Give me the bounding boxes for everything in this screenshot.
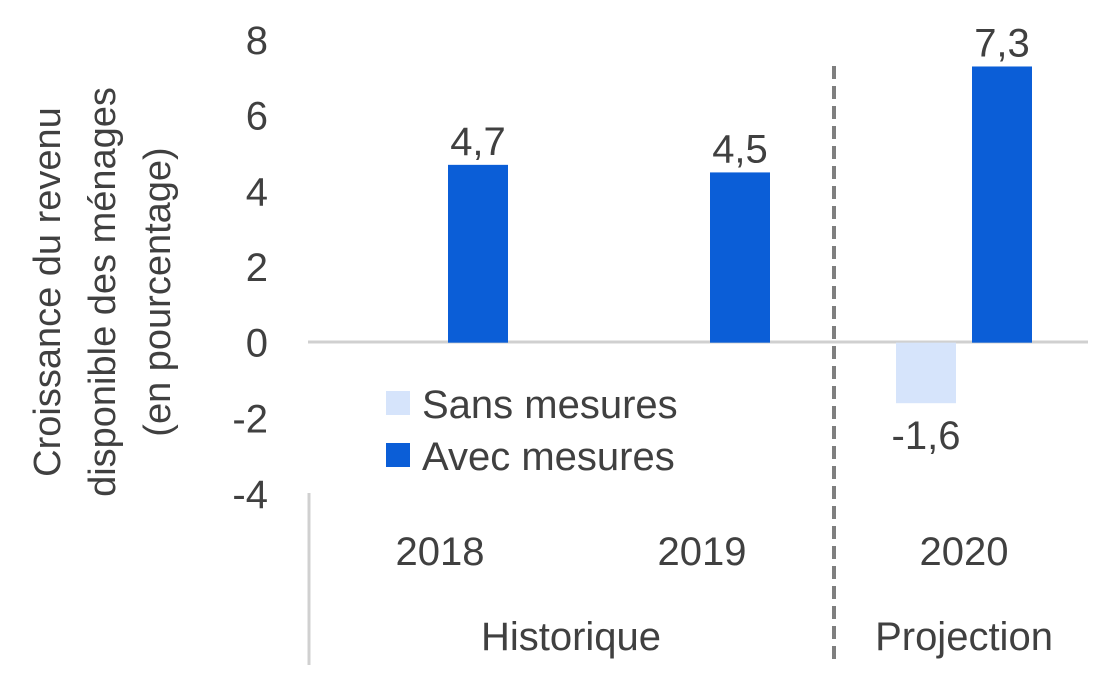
y-axis-title: Croissance du revenu disponible des ména… — [27, 87, 179, 497]
data-labels: -1,6 4,7 4,5 7,3 — [450, 21, 1030, 458]
x-category-label: 2018 — [396, 530, 485, 574]
legend-swatch-avec-mesures — [386, 443, 410, 467]
data-label: 7,3 — [974, 21, 1030, 65]
y-tick-label: 6 — [246, 95, 268, 139]
x-category-label: 2019 — [658, 530, 747, 574]
y-tick-label: -4 — [232, 473, 268, 517]
y-tick-label: 4 — [246, 170, 268, 214]
legend-label-avec-mesures: Avec mesures — [422, 435, 675, 479]
legend: Sans mesures Avec mesures — [386, 383, 678, 479]
legend-label-sans-mesures: Sans mesures — [422, 383, 678, 427]
bar-avec-mesures-2019 — [710, 172, 770, 343]
y-tick-label: 0 — [246, 322, 268, 366]
y-axis-title-line-1: Croissance du revenu — [27, 107, 69, 477]
x-group-label: Historique — [481, 615, 661, 659]
y-tick-label: -2 — [232, 397, 268, 441]
y-tick-label: 8 — [246, 19, 268, 63]
bars — [448, 66, 1032, 404]
bar-avec-mesures-2018 — [448, 164, 508, 343]
x-group-label: Projection — [875, 615, 1053, 659]
y-axis-title-line-2: disponible des ménages — [82, 87, 124, 497]
x-category-label: 2020 — [920, 530, 1009, 574]
data-label: 4,5 — [712, 127, 768, 171]
category-labels: 2018 2019 2020 — [396, 530, 1009, 574]
data-label: 4,7 — [450, 120, 506, 164]
group-labels: Historique Projection — [481, 615, 1053, 659]
y-axis-ticks: 8 6 4 2 0 -2 -4 — [232, 19, 268, 517]
data-label: -1,6 — [892, 414, 961, 458]
y-tick-label: 2 — [246, 246, 268, 290]
y-axis-title-line-3: (en pourcentage) — [137, 147, 179, 436]
legend-swatch-sans-mesures — [386, 391, 410, 415]
bar-avec-mesures-2020 — [972, 66, 1032, 343]
bar-sans-mesures-2020 — [896, 342, 956, 404]
